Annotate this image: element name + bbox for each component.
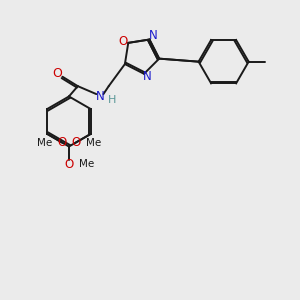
Text: N: N [148,29,158,43]
Text: O: O [52,67,62,80]
Text: H: H [108,95,116,105]
Text: N: N [143,70,152,83]
Text: O: O [118,35,128,48]
Text: O: O [64,158,74,171]
Text: Me: Me [37,138,52,148]
Text: N: N [95,90,104,103]
Text: O: O [58,136,67,149]
Text: Me: Me [79,159,94,169]
Text: Me: Me [85,138,101,148]
Text: O: O [71,136,80,149]
